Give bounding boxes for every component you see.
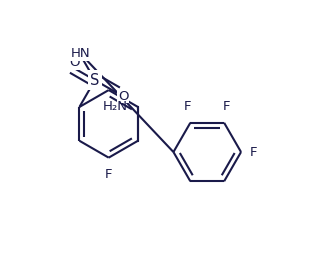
Text: F: F xyxy=(249,146,257,159)
Text: O: O xyxy=(118,90,128,103)
Text: S: S xyxy=(90,73,100,88)
Text: HN: HN xyxy=(71,47,91,60)
Text: F: F xyxy=(223,100,231,113)
Text: F: F xyxy=(184,100,191,113)
Text: F: F xyxy=(105,168,113,181)
Text: O: O xyxy=(69,56,80,69)
Text: H₂N: H₂N xyxy=(103,100,128,113)
